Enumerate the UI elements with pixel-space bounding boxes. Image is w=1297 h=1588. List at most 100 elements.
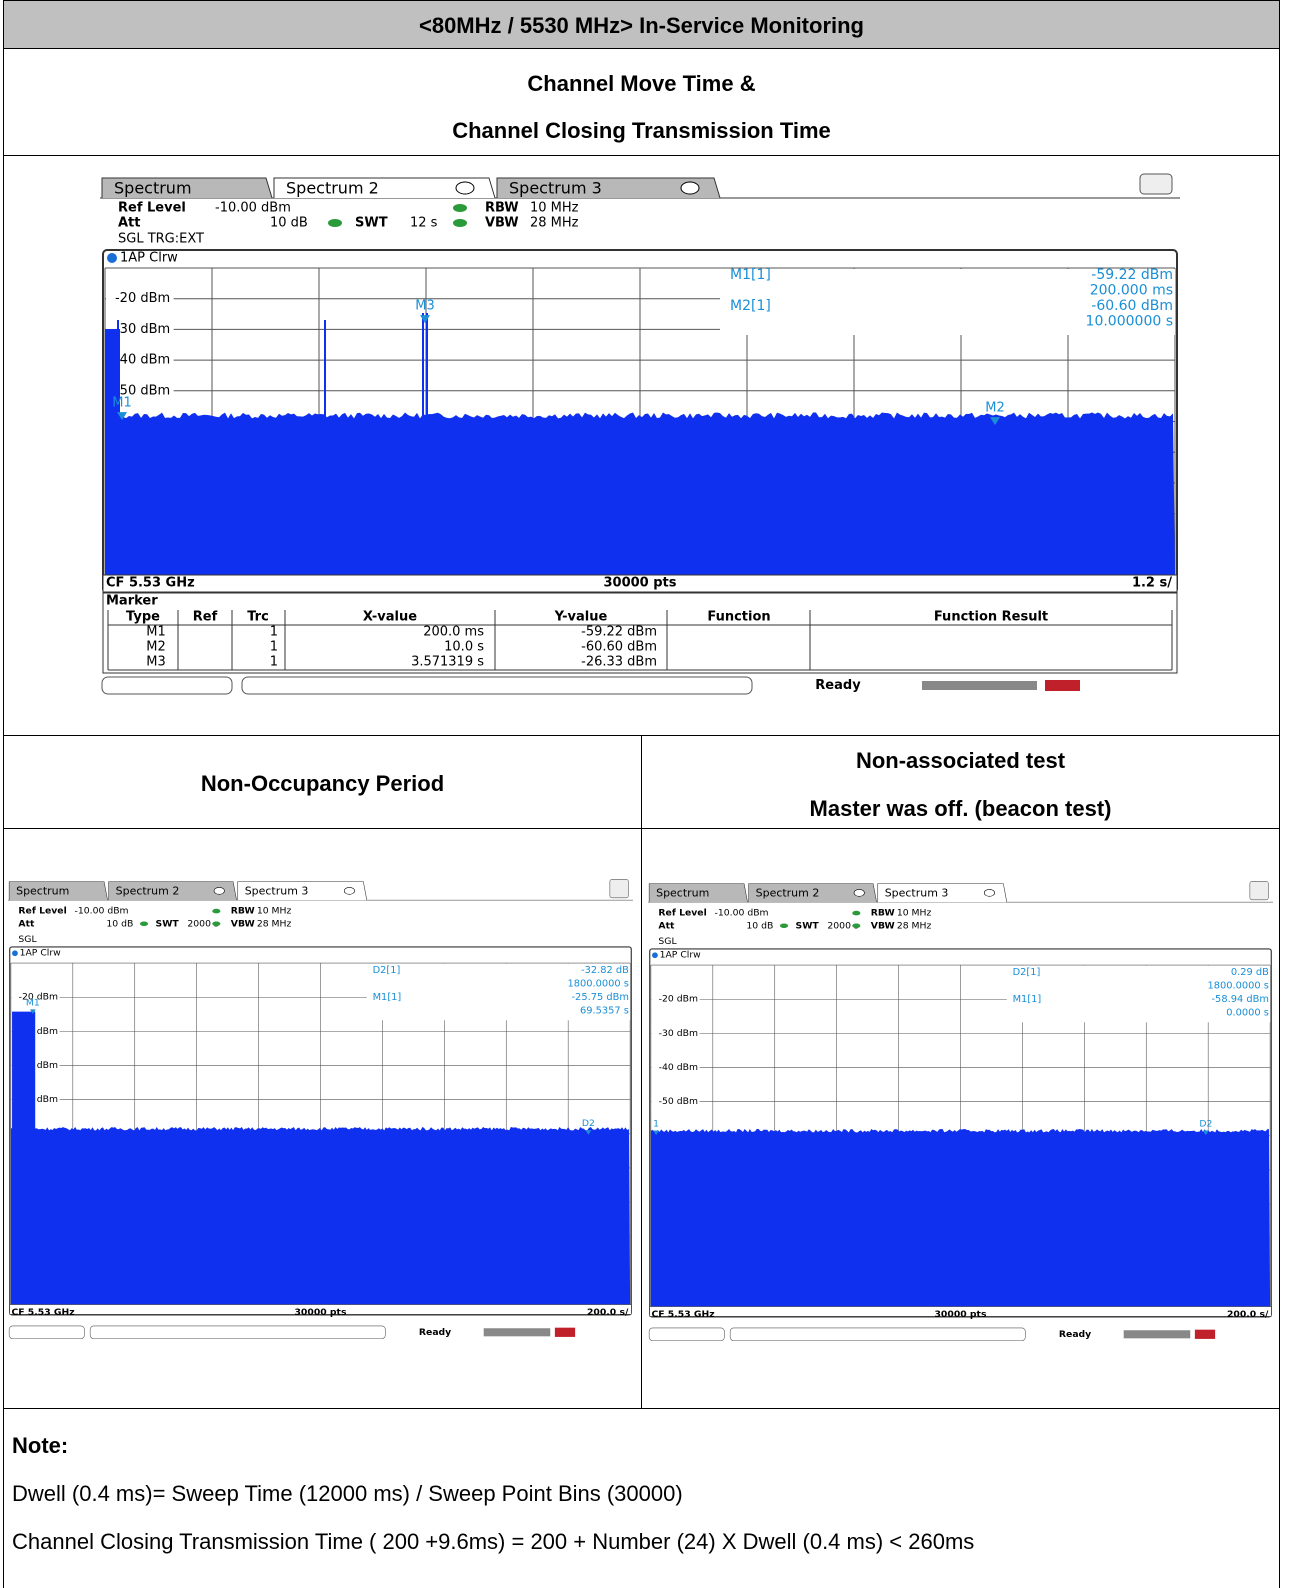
tab <box>496 177 721 199</box>
ylabel-bg <box>11 1059 60 1072</box>
section-title: Channel Move Time & <box>527 71 756 96</box>
label: Y-value <box>554 610 608 625</box>
label: 10.0 s <box>444 640 484 655</box>
label: VBW <box>231 918 255 929</box>
label: 30000 pts <box>603 576 676 591</box>
label: Ref Level <box>118 201 186 216</box>
status-dot <box>852 923 861 929</box>
label: CF 5.53 GHz <box>106 576 195 591</box>
label: -60.60 dBm <box>1091 298 1173 314</box>
trace-dot <box>12 950 18 957</box>
status-dot <box>139 921 149 927</box>
label: VBW <box>485 216 519 231</box>
input-box <box>8 1325 85 1339</box>
noise-floor <box>650 1128 1271 1307</box>
label: 1AP Clrw <box>120 251 178 266</box>
tab <box>237 881 368 901</box>
label: -20 dBm <box>115 291 170 306</box>
tab-label: Spectrum <box>114 179 192 198</box>
ylabel-bg <box>651 1096 700 1108</box>
tab-close-icon <box>983 889 995 897</box>
label: D2[1] <box>373 965 401 976</box>
analyzer-screen: Spectrum Spectrum 2 Spectrum 3 Ref Level -10… <box>100 170 1180 700</box>
label: Ref Level <box>18 906 66 917</box>
footer-bar <box>9 1304 632 1315</box>
marker-triangle <box>585 1130 592 1135</box>
label: 28 MHz <box>257 918 292 929</box>
label: 10 dB <box>746 920 773 931</box>
label: 1 <box>653 1118 659 1129</box>
ylabel-bg <box>11 1025 60 1037</box>
tab-label: Spectrum 2 <box>286 179 379 198</box>
label: SGL TRG:EXT <box>118 232 204 247</box>
label: Ready <box>1059 1329 1091 1340</box>
label: 30000 pts <box>935 1309 987 1320</box>
label: M1 <box>146 625 166 640</box>
header-cell: <80MHz / 5530 MHz> In-Service Monitoring <box>3 0 1280 49</box>
tab <box>648 883 748 903</box>
label: Att <box>18 918 35 929</box>
tab <box>877 883 1008 903</box>
label: -20 dBm <box>19 992 58 1003</box>
footer-bar <box>102 574 1178 593</box>
label: VBW <box>871 920 895 931</box>
label: M2 <box>985 401 1005 416</box>
section2-right: Non-associated test Master was off. (bea… <box>641 735 1280 829</box>
label: 0.29 dB <box>1231 967 1269 978</box>
label: -10.00 dBm <box>215 201 291 216</box>
label: Trc <box>247 610 269 625</box>
label: -25.75 dBm <box>572 992 629 1003</box>
label: RBW <box>871 908 895 919</box>
label: 2000 s <box>187 918 219 929</box>
section-title: Non-Occupancy Period <box>200 771 445 796</box>
section-title: Channel Closing Transmission Time <box>452 118 831 143</box>
status-dot <box>328 219 342 227</box>
note-cell: Note: Dwell (0.4 ms)= Sweep Time (12000 … <box>3 1408 1280 1588</box>
label: M1[1] <box>1013 994 1042 1005</box>
label: 28 MHz <box>530 216 579 231</box>
status-dot <box>212 908 221 914</box>
label: Att <box>118 216 141 231</box>
label: 10 dB <box>270 216 308 231</box>
label: 28 MHz <box>897 920 932 931</box>
label: M1[1] <box>730 267 771 283</box>
window-icon <box>1249 881 1269 901</box>
status-dot <box>453 219 467 227</box>
logo <box>554 1327 576 1337</box>
label: -20 dBm <box>659 994 698 1005</box>
signal-burst <box>105 329 120 575</box>
label: 10 dB <box>106 918 133 929</box>
status-dot <box>779 923 789 929</box>
footer-bar <box>649 1306 1272 1317</box>
label: -30 dBm <box>659 1028 698 1039</box>
window-icon <box>609 879 629 899</box>
tab-label: Spectrum 3 <box>245 884 309 897</box>
label: -40 dBm <box>659 1062 698 1073</box>
noise-floor <box>105 412 1175 575</box>
readout-bg <box>366 963 631 1021</box>
tab-close-icon <box>343 887 355 895</box>
progress-bar <box>1123 1330 1191 1339</box>
label: M2[1] <box>730 298 771 314</box>
analyzer-screen: Spectrum Spectrum 2 Spectrum 3 Ref Level -10… <box>8 877 633 1345</box>
label: Ready <box>815 678 861 693</box>
label: CF 5.53 GHz <box>651 1309 714 1320</box>
label: 200.0 s/ <box>1227 1309 1269 1320</box>
label: Function <box>707 610 770 625</box>
label: M1 <box>26 997 40 1008</box>
label: CF 5.53 GHz <box>11 1307 74 1318</box>
marker-triangle <box>29 1009 36 1015</box>
label: 12 s <box>410 216 438 231</box>
readout-bg <box>720 269 1175 335</box>
label: SWT <box>796 920 820 931</box>
marker-table <box>102 592 1178 674</box>
tab <box>748 883 877 903</box>
tab-label: Spectrum 3 <box>509 179 602 198</box>
ylabel-bg <box>106 290 174 307</box>
label: dBm <box>37 1060 58 1071</box>
section-title: Master was off. (beacon test) <box>809 796 1112 821</box>
noise-floor <box>10 1126 631 1305</box>
label: M1 <box>112 396 132 411</box>
label: M3 <box>415 299 435 314</box>
label: 0.0000 s <box>1226 1008 1269 1019</box>
